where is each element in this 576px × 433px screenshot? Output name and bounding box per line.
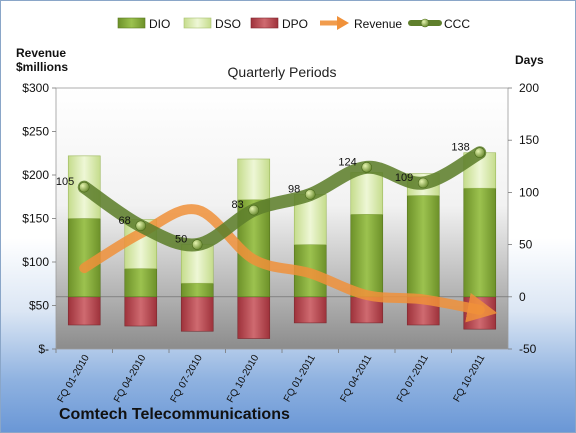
x-tick-label: FQ 01-2011 (282, 353, 318, 404)
bar-dpo (124, 296, 158, 327)
ccc-data-label: 105 (56, 176, 74, 188)
left-tick-label: $100 (22, 255, 49, 269)
bar-dio (180, 282, 214, 298)
chart-title: Quarterly Periods (228, 64, 337, 80)
legend-arrow-revenue-icon (320, 16, 349, 30)
bar-dpo (180, 296, 214, 332)
bar-dso (350, 172, 384, 215)
right-tick-label: 0 (519, 290, 526, 304)
ccc-point (191, 239, 203, 250)
left-tick-label: $50 (29, 299, 49, 313)
bar-dio (406, 195, 440, 298)
left-tick-label: $- (38, 342, 49, 356)
ccc-data-label: 83 (232, 199, 244, 211)
bar-dpo (293, 296, 327, 324)
right-axis-label: Days (515, 53, 544, 67)
x-tick-label: FQ 10-2010 (225, 353, 261, 405)
left-axis-label-line1: Revenue (16, 46, 66, 60)
ccc-point (361, 162, 373, 173)
x-tick-label: FQ 10-2011 (452, 353, 488, 404)
bar-dio (463, 187, 497, 298)
bar-dpo (237, 296, 271, 339)
right-tick-label: 150 (519, 133, 539, 147)
x-tick-label: FQ 01-2010 (56, 353, 92, 405)
company-name: Comtech Telecommunications (59, 406, 290, 423)
legend-label-ccc: CCC (444, 17, 470, 31)
legend-swatch-dso (183, 17, 212, 29)
left-tick-label: $250 (22, 125, 49, 139)
left-tick-label: $200 (22, 168, 49, 182)
ccc-data-label: 124 (338, 156, 356, 168)
ccc-point (304, 189, 316, 200)
bar-dso (237, 158, 271, 201)
legend-swatch-dpo (250, 17, 279, 29)
left-tick-label: $300 (22, 81, 49, 95)
bar-dpo (67, 296, 101, 326)
bar-dio (350, 214, 384, 298)
right-tick-label: 50 (519, 238, 533, 252)
right-tick-label: -50 (519, 342, 537, 356)
ccc-data-label: 68 (119, 215, 131, 227)
right-tick-label: 200 (519, 81, 539, 95)
x-tick-label: FQ 04-2010 (112, 353, 148, 405)
legend-label-dso: DSO (215, 17, 241, 31)
ccc-point (474, 147, 486, 159)
left-axis-label-line2: $millions (16, 60, 68, 74)
ccc-point (78, 181, 90, 193)
ccc-data-label: 50 (175, 234, 187, 246)
bars-layer (67, 152, 497, 339)
x-tick-label: FQ 04-2011 (339, 353, 375, 404)
legend: DIO DSO DPO Revenue CCC (117, 16, 470, 31)
right-tick-label: 100 (519, 185, 539, 199)
ccc-point (417, 177, 429, 189)
legend-line-ccc-icon (408, 18, 442, 28)
ccc-data-label: 98 (288, 183, 300, 195)
ccc-layer: 105 68 50 83 98 124 109 138 (56, 142, 487, 252)
legend-swatch-dio (117, 17, 146, 29)
ccc-data-label: 138 (451, 142, 469, 154)
left-tick-label: $150 (22, 212, 49, 226)
legend-label-dio: DIO (149, 17, 170, 31)
x-tick-label: FQ 07-2010 (169, 353, 205, 405)
legend-label-dpo: DPO (282, 17, 308, 31)
x-tick-label: FQ 07-2011 (395, 353, 431, 404)
legend-label-revenue: Revenue (354, 17, 402, 31)
bar-dio (124, 268, 158, 298)
ccc-point (248, 204, 260, 216)
ccc-data-label: 109 (395, 172, 413, 184)
ccc-point (135, 220, 147, 232)
